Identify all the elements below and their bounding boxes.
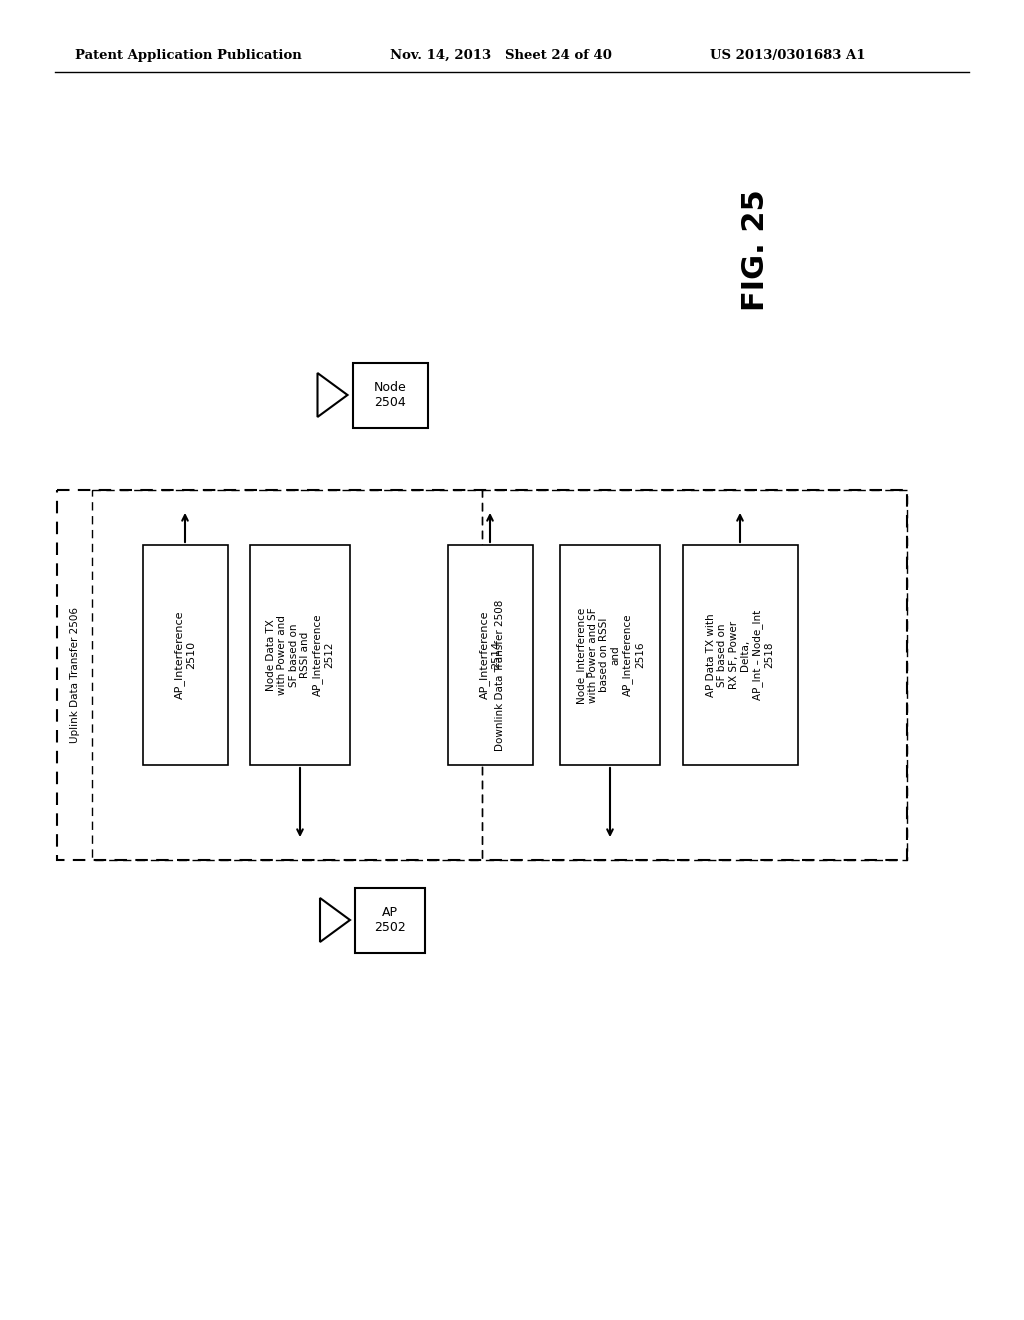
Text: AP Data TX with
SF based on
RX SF, Power
Delta,
AP_Int – Node_Int
2518: AP Data TX with SF based on RX SF, Power… [706,610,774,700]
FancyBboxPatch shape [352,363,427,428]
FancyBboxPatch shape [560,545,660,766]
Text: AP
2502: AP 2502 [374,906,406,935]
Text: Node Data TX
with Power and
SF based on
RSSI and
AP_Interference
2512: Node Data TX with Power and SF based on … [265,614,335,696]
Text: FIG. 25: FIG. 25 [740,189,769,312]
Text: Uplink Data Transfer 2506: Uplink Data Transfer 2506 [70,607,80,743]
Text: US 2013/0301683 A1: US 2013/0301683 A1 [710,49,865,62]
FancyBboxPatch shape [57,490,907,861]
FancyBboxPatch shape [355,887,425,953]
Text: Node
2504: Node 2504 [374,381,407,409]
Text: Patent Application Publication: Patent Application Publication [75,49,302,62]
FancyBboxPatch shape [250,545,350,766]
Text: Nov. 14, 2013   Sheet 24 of 40: Nov. 14, 2013 Sheet 24 of 40 [390,49,612,62]
FancyBboxPatch shape [447,545,532,766]
Text: Downlink Data Transfer 2508: Downlink Data Transfer 2508 [495,599,505,751]
FancyBboxPatch shape [142,545,227,766]
Text: AP_Interference
2514: AP_Interference 2514 [479,611,502,700]
Text: AP_Interference
2510: AP_Interference 2510 [174,611,197,700]
FancyBboxPatch shape [683,545,798,766]
Text: Node_Interference
with Power and SF
based on RSSI
and
AP_Interference
2516: Node_Interference with Power and SF base… [575,607,645,704]
